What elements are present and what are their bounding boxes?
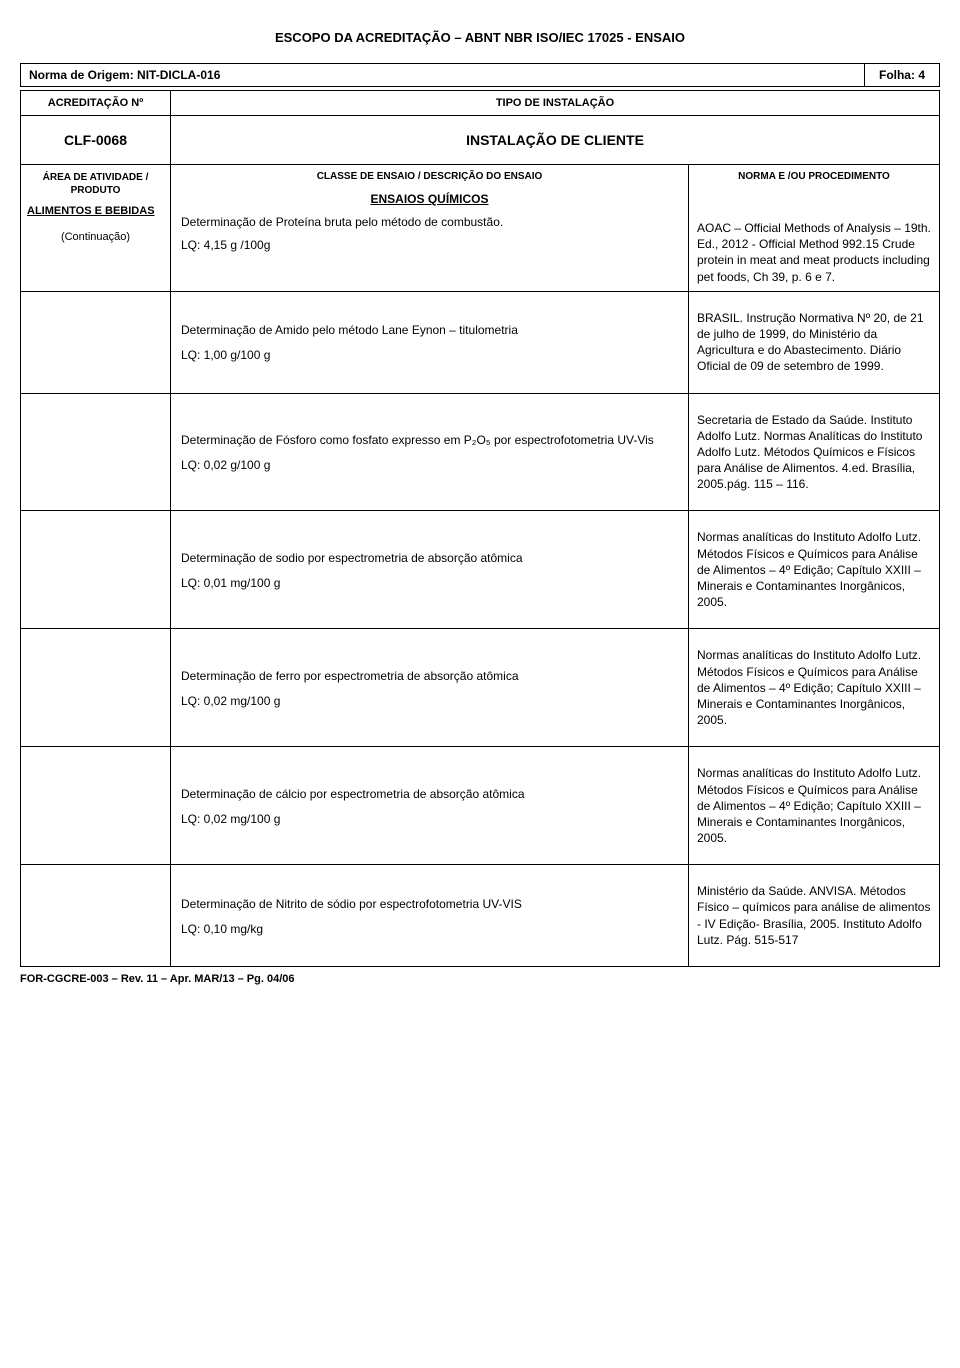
norma-column: NORMA E /OU PROCEDIMENTO AOAC – Official… [689,165,939,291]
entry-norma: Secretaria de Estado da Saúde. Instituto… [697,412,931,493]
entry-left-spacer [21,394,171,511]
entry-norma: BRASIL. Instrução Normativa Nº 20, de 21… [697,310,931,375]
classe-column: CLASSE DE ENSAIO / DESCRIÇÃO DO ENSAIO E… [171,165,689,291]
entry-norma-cell: Normas analíticas do Instituto Adolfo Lu… [689,511,939,628]
entry-lq: LQ: 0,02 mg/100 g [181,812,678,826]
page-title: ESCOPO DA ACREDITAÇÃO – ABNT NBR ISO/IEC… [20,30,940,45]
entry-lq: LQ: 0,02 g/100 g [181,458,678,472]
entry-description-cell: Determinação de Fósforo como fosfato exp… [171,394,689,511]
area-column: ÁREA DE ATIVIDADE / PRODUTO ALIMENTOS E … [21,165,171,291]
entry-desc: Determinação de Nitrito de sódio por esp… [181,896,678,912]
entry-norma-cell: BRASIL. Instrução Normativa Nº 20, de 21… [689,292,939,393]
entry-lq: LQ: 0,02 mg/100 g [181,694,678,708]
entry-norma-cell: Normas analíticas do Instituto Adolfo Lu… [689,747,939,864]
entry-desc: Determinação de cálcio por espectrometri… [181,786,678,802]
acreditacao-label: ACREDITAÇÃO Nº [21,91,171,115]
entry-description-cell: Determinação de cálcio por espectrometri… [171,747,689,864]
entry-left-spacer [21,292,171,393]
entry-row: Determinação de cálcio por espectrometri… [20,747,940,865]
entry-desc: Determinação de Proteína bruta pelo méto… [181,214,678,230]
tipo-instalacao-label: TIPO DE INSTALAÇÃO [171,91,939,115]
origem-label: Norma de Origem: NIT-DICLA-016 [21,64,864,86]
entry-left-spacer [21,865,171,966]
acreditacao-value: CLF-0068 [21,116,171,164]
classe-label: CLASSE DE ENSAIO / DESCRIÇÃO DO ENSAIO [181,171,678,182]
entry-desc: Determinação de Fósforo como fosfato exp… [181,432,678,448]
entry-left-spacer [21,747,171,864]
entry-lq: LQ: 0,10 mg/kg [181,922,678,936]
folha-label: Folha: 4 [864,64,939,86]
entry-lq: LQ: 4,15 g /100g [181,238,678,252]
entry-left-spacer [21,629,171,746]
entry-lq: LQ: 0,01 mg/100 g [181,576,678,590]
header-row-1: ACREDITAÇÃO Nº TIPO DE INSTALAÇÃO [20,90,940,116]
area-value: ALIMENTOS E BEBIDAS [27,205,164,217]
page-footer: FOR-CGCRE-003 – Rev. 11 – Apr. MAR/13 – … [20,973,940,985]
entry-row: Determinação de Fósforo como fosfato exp… [20,394,940,512]
entry-description-cell: Determinação de sodio por espectrometria… [171,511,689,628]
entry-desc: Determinação de Amido pelo método Lane E… [181,322,678,338]
entry-desc: Determinação de ferro por espectrometria… [181,668,678,684]
entry-desc: Determinação de sodio por espectrometria… [181,550,678,566]
tipo-instalacao-value: INSTALAÇÃO DE CLIENTE [171,116,939,164]
entry-left-spacer [21,511,171,628]
entry-norma-cell: Secretaria de Estado da Saúde. Instituto… [689,394,939,511]
entry-description-cell: Determinação de Nitrito de sódio por esp… [171,865,689,966]
section-title: ENSAIOS QUÍMICOS [181,192,678,206]
continuacao-label: (Continuação) [27,231,164,243]
entry-norma-cell: Ministério da Saúde. ANVISA. Métodos Fís… [689,865,939,966]
header-row-2: CLF-0068 INSTALAÇÃO DE CLIENTE [20,116,940,165]
entry-row: Determinação de sodio por espectrometria… [20,511,940,629]
norma-label: NORMA E /OU PROCEDIMENTO [697,171,931,182]
entry-row: Determinação de Amido pelo método Lane E… [20,292,940,394]
entry-description-cell: Determinação de Amido pelo método Lane E… [171,292,689,393]
entry-norma-cell: Normas analíticas do Instituto Adolfo Lu… [689,629,939,746]
main-header-content-row: ÁREA DE ATIVIDADE / PRODUTO ALIMENTOS E … [20,165,940,292]
entry-norma: Normas analíticas do Instituto Adolfo Lu… [697,647,931,728]
entry-row: Determinação de Nitrito de sódio por esp… [20,865,940,967]
entry-norma: Normas analíticas do Instituto Adolfo Lu… [697,529,931,610]
area-label: ÁREA DE ATIVIDADE / PRODUTO [27,171,164,197]
entry-row: Determinação de ferro por espectrometria… [20,629,940,747]
entry-norma: Ministério da Saúde. ANVISA. Métodos Fís… [697,883,931,948]
origem-row: Norma de Origem: NIT-DICLA-016 Folha: 4 [20,63,940,87]
entry-norma: Normas analíticas do Instituto Adolfo Lu… [697,765,931,846]
entry-lq: LQ: 1,00 g/100 g [181,348,678,362]
entry-norma: AOAC – Official Methods of Analysis – 19… [697,220,931,285]
entry-description-cell: Determinação de ferro por espectrometria… [171,629,689,746]
